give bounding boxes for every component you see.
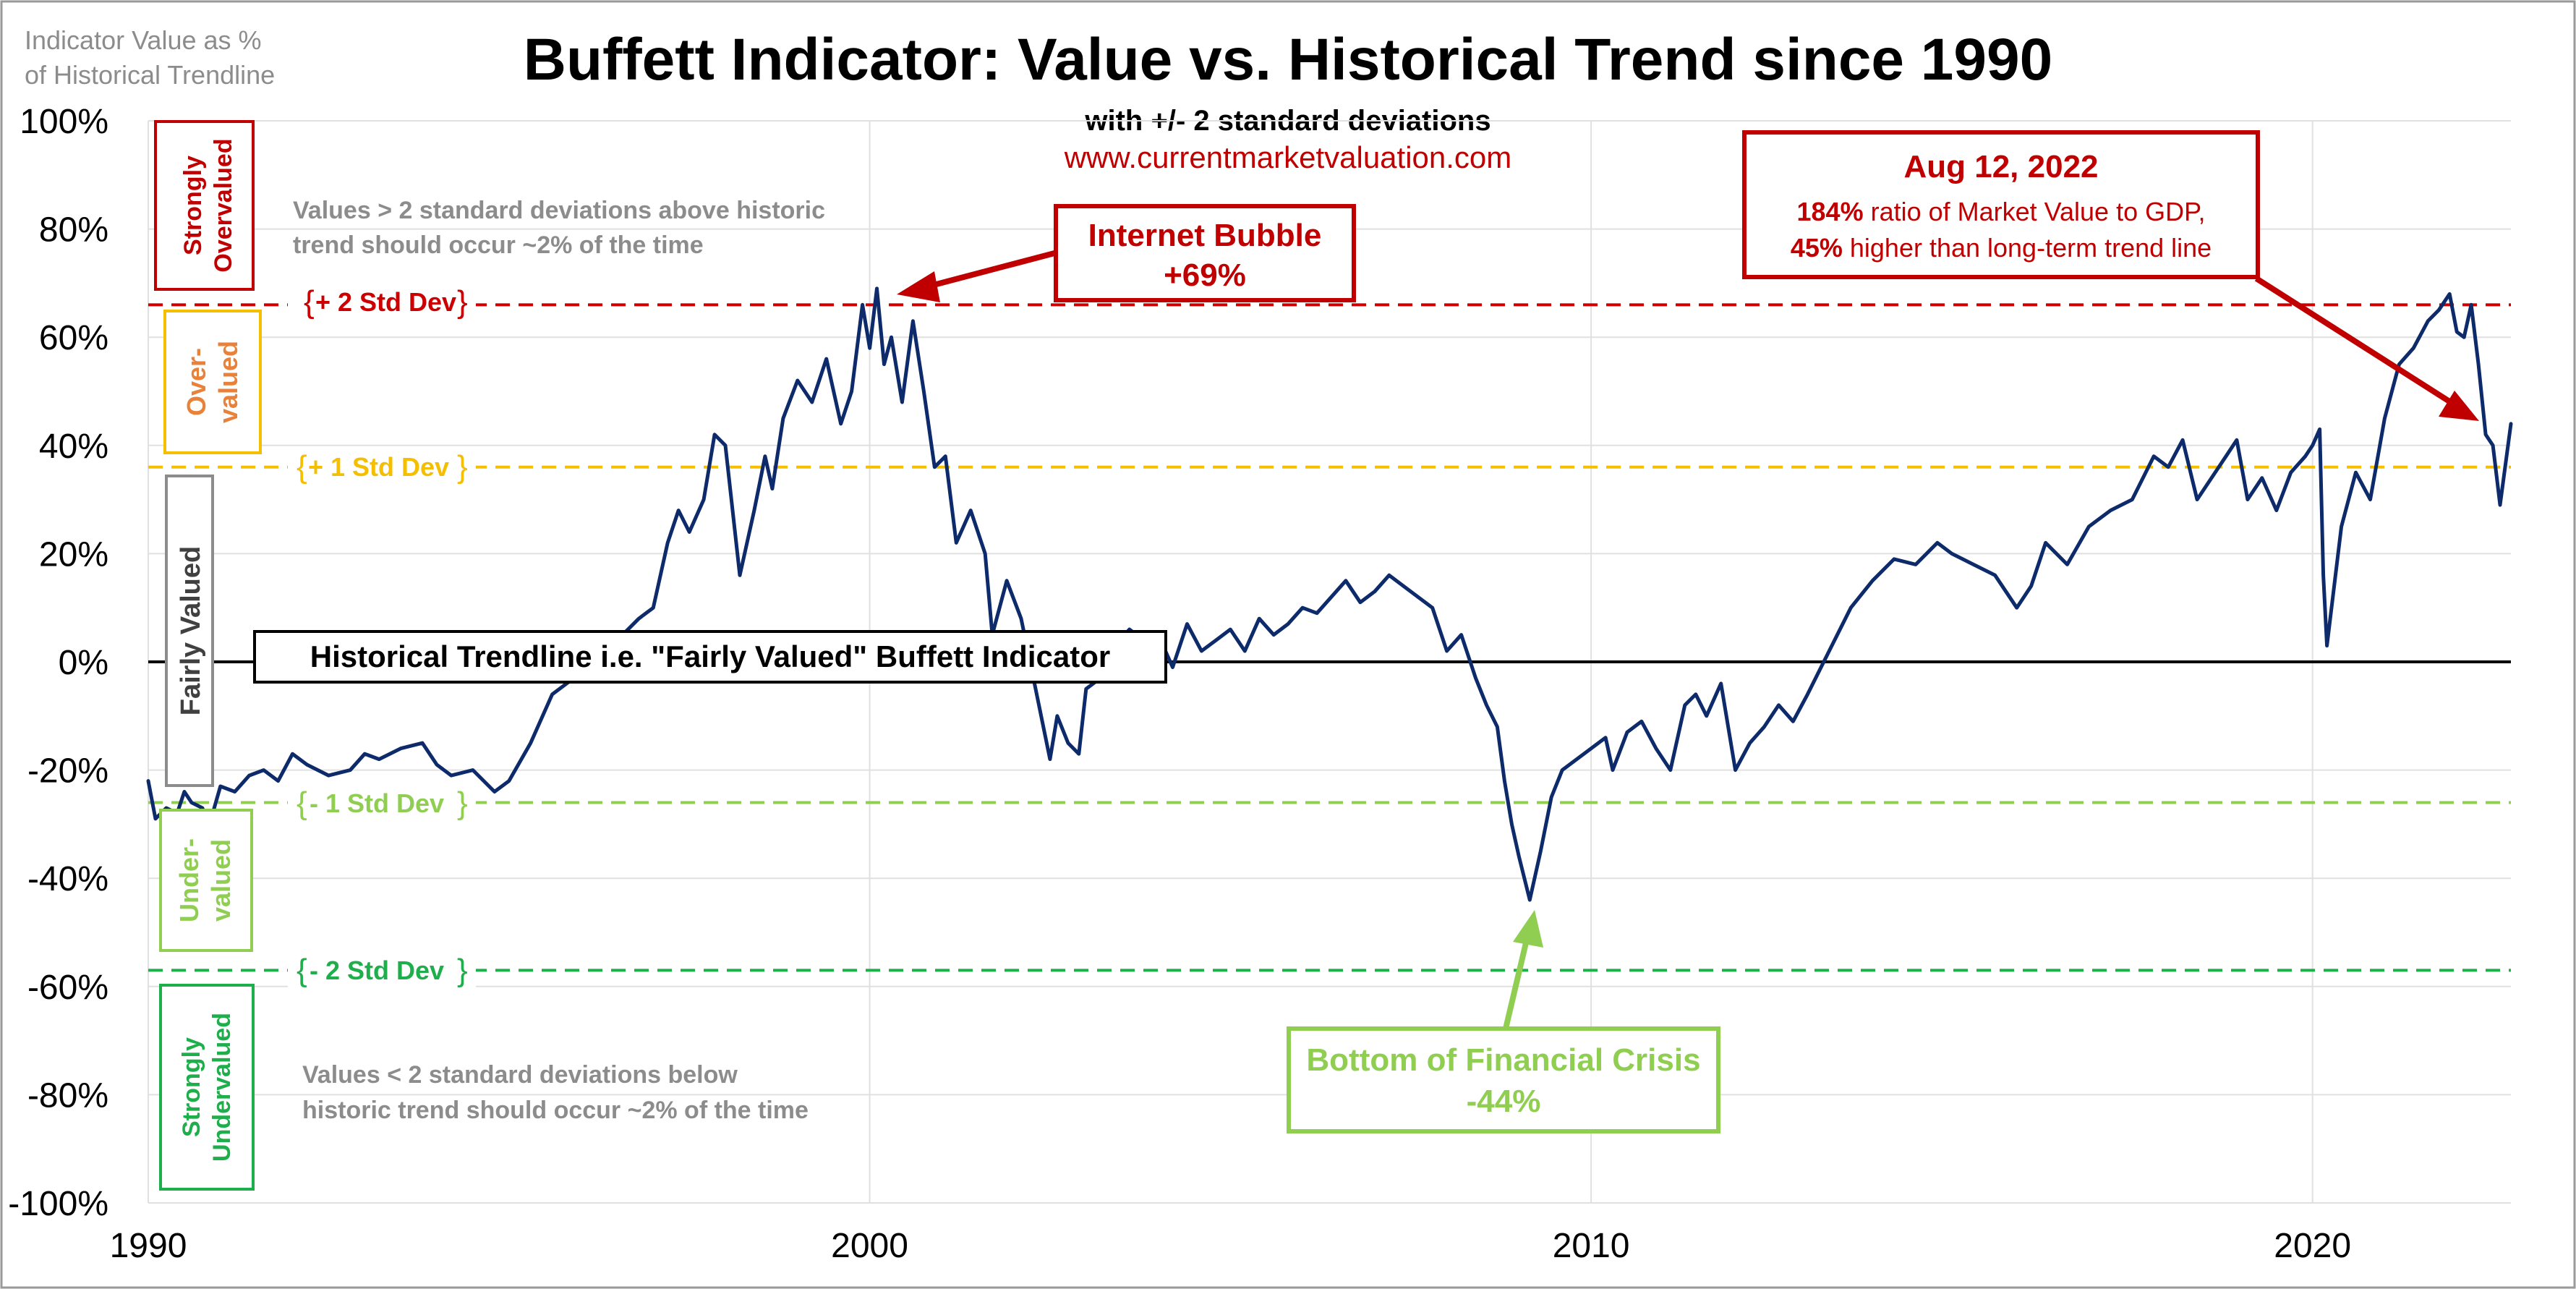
reference-lines <box>148 303 2511 972</box>
latest-ratio-value: 184% <box>1797 197 1864 226</box>
zone-overvalued-line1: Over- <box>182 348 211 416</box>
lower-note-line1: Values < 2 standard deviations below <box>302 1061 738 1089</box>
latest-date: Aug 12, 2022 <box>1903 149 2098 184</box>
y-tick-label: 0% <box>59 644 108 682</box>
zone-overvalued: Over- valued <box>163 310 262 454</box>
y-tick-label: -20% <box>27 752 108 791</box>
x-tick-label: 1990 <box>110 1227 187 1265</box>
std-minus1-text: - 1 Std Dev <box>310 788 444 818</box>
y-tick-label: 40% <box>39 427 108 466</box>
internet-bubble-title: Internet Bubble <box>1088 218 1322 253</box>
svg-text:{: { <box>297 786 307 821</box>
internet-bubble-arrowhead <box>897 271 940 302</box>
zone-strongly-overvalued: Strongly Overvalued <box>154 120 255 291</box>
financial-crisis-callout: Bottom of Financial Crisis -44% <box>1287 910 1720 1133</box>
latest-value-callout: Aug 12, 2022 184% ratio of Market Value … <box>1742 130 2479 421</box>
zone-strongly-overvalued-line2: Overvalued <box>210 138 237 272</box>
std-plus1-text: + 1 Std Dev <box>308 452 449 482</box>
trendline-label: Historical Trendline i.e. "Fairly Valued… <box>253 630 1167 684</box>
latest-trend-value: 45% <box>1791 233 1843 263</box>
latest-trend-text: higher than long-term trend line <box>1843 233 2212 263</box>
zone-undervalued-line1: Under- <box>174 838 204 922</box>
upper-note-line1: Values > 2 standard deviations above his… <box>293 197 825 224</box>
x-tick-label: 2010 <box>1553 1227 1630 1265</box>
zone-undervalued: Under- valued <box>159 809 253 952</box>
y-tick-label: 100% <box>20 103 108 141</box>
y-tick-label: 20% <box>39 535 108 574</box>
zone-fairly-valued-text: Fairly Valued <box>176 546 206 715</box>
std-minus2-text: - 2 Std Dev <box>310 956 444 985</box>
zone-strongly-overvalued-line1: Strongly <box>179 156 207 255</box>
financial-crisis-arrow <box>1503 936 1530 1029</box>
std-plus2-text: + 2 Std Dev <box>315 287 456 317</box>
x-tick-label: 2020 <box>2274 1227 2351 1265</box>
zone-strongly-undervalued-line2: Undervalued <box>208 1013 236 1162</box>
internet-bubble-arrow <box>916 250 1056 292</box>
x-tick-label: 2000 <box>831 1227 908 1265</box>
y-tick-label: 60% <box>39 319 108 357</box>
svg-text:}: } <box>457 953 468 988</box>
svg-text:}: } <box>457 284 468 320</box>
svg-text:}: } <box>457 449 468 485</box>
svg-text:{: { <box>297 953 307 988</box>
internet-bubble-callout: Internet Bubble +69% <box>897 204 1356 302</box>
financial-crisis-title: Bottom of Financial Crisis <box>1306 1042 1700 1078</box>
y-tick-label: 80% <box>39 211 108 250</box>
axes: 100%80%60%40%20%0%-20%-40%-60%-80%-100%1… <box>8 103 2351 1265</box>
y-tick-label: -100% <box>8 1185 108 1223</box>
latest-trend-line: 45% higher than long-term trend line <box>1791 233 2212 263</box>
lower-note-line2: historic trend should occur ~2% of the t… <box>302 1097 809 1124</box>
svg-text:}: } <box>457 786 468 821</box>
y-tick-label: -60% <box>27 969 108 1007</box>
zone-strongly-undervalued: Strongly Undervalued <box>159 984 255 1191</box>
std-label-plus2: { + 2 Std Dev } <box>288 284 476 320</box>
latest-value-arrow <box>2254 276 2460 409</box>
svg-text:{: { <box>297 449 307 485</box>
svg-text:{: { <box>304 284 315 320</box>
y-axis-label-line1: Indicator Value as % <box>25 25 262 55</box>
std-label-plus1: { + 1 Std Dev } <box>288 448 476 485</box>
zone-strongly-undervalued-line1: Strongly <box>178 1037 205 1137</box>
latest-value-arrowhead <box>2439 391 2479 421</box>
y-tick-label: -40% <box>27 860 108 898</box>
financial-crisis-value: -44% <box>1467 1084 1541 1119</box>
upper-note-line2: trend should occur ~2% of the time <box>293 231 704 259</box>
zone-fairly-valued: Fairly Valued <box>165 475 214 787</box>
chart-title: Buffett Indicator: Value vs. Historical … <box>524 27 2052 93</box>
std-label-minus1: { - 1 Std Dev } <box>288 785 476 821</box>
y-axis-label-line2: of Historical Trendline <box>25 60 275 90</box>
y-tick-label: -80% <box>27 1076 108 1115</box>
chart-source: www.currentmarketvaluation.com <box>1064 140 1512 174</box>
internet-bubble-value: +69% <box>1164 258 1246 293</box>
std-label-minus2: { - 2 Std Dev } <box>288 952 476 988</box>
latest-ratio-line: 184% ratio of Market Value to GDP, <box>1797 197 2206 226</box>
zone-undervalued-line2: valued <box>206 839 236 922</box>
trendline-label-text: Historical Trendline i.e. "Fairly Valued… <box>310 639 1110 673</box>
financial-crisis-arrowhead <box>1513 910 1543 948</box>
zone-overvalued-line2: valued <box>213 341 243 423</box>
latest-ratio-text: ratio of Market Value to GDP, <box>1864 197 2206 226</box>
